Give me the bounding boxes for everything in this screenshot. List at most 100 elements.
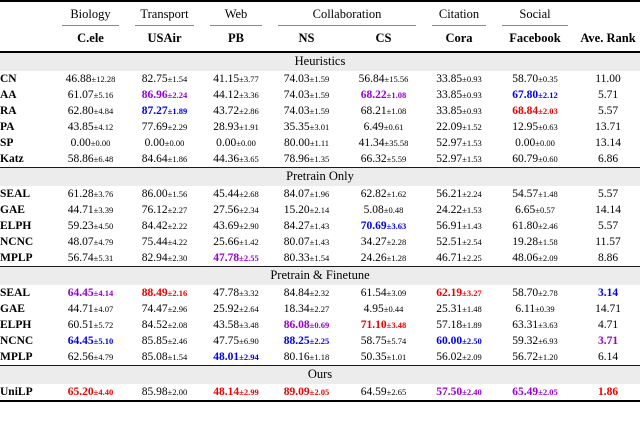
metric-cell: 77.69±2.29: [141, 121, 188, 133]
metric-cell: 58.70±2.78: [512, 287, 558, 299]
metric-cell: 34.27±2.28: [360, 236, 407, 248]
table-body: Heuristics CN 46.88±12.28 82.75±1.54 41.15±3…: [0, 52, 640, 401]
metric-cell: 82.94±2.30: [141, 252, 188, 264]
metric-cell: 59.23±4.50: [67, 220, 114, 232]
rank-cell: 11.57: [595, 236, 621, 248]
metric-cell: 62.82±1.62: [360, 188, 407, 200]
metric-cell: 45.44±2.68: [213, 188, 259, 200]
metric-cell: 86.96±2.24: [141, 89, 188, 101]
rank-cell: 5.57: [597, 220, 619, 232]
metric-cell: 33.85±0.93: [436, 89, 482, 101]
table-row: ELPH 60.51±5.72 84.52±2.08 43.58±3.48 86.08±…: [0, 317, 640, 333]
metric-cell: 47.78±3.32: [213, 287, 259, 299]
section-title: Heuristics: [0, 52, 640, 71]
metric-cell: 61.80±2.46: [512, 220, 558, 232]
metric-cell: 33.85±0.93: [436, 73, 482, 85]
metric-cell: 46.88±12.28: [65, 73, 116, 85]
metric-cell: 60.00±2.50: [436, 335, 482, 347]
metric-cell: 54.57±1.48: [512, 188, 558, 200]
metric-cell: 0.00±0.00: [70, 137, 111, 149]
metric-cell: 64.45±5.10: [67, 335, 114, 347]
metric-cell: 4.95±0.44: [363, 303, 404, 315]
method-label: ELPH: [0, 220, 32, 232]
group-header-transport: Transport: [127, 1, 202, 27]
metric-cell: 58.70±0.35: [512, 73, 558, 85]
metric-cell: 0.00±0.00: [216, 137, 256, 149]
metric-cell: 60.51±5.72: [67, 319, 114, 331]
rank-cell: 14.14: [595, 204, 621, 216]
metric-cell: 48.07±4.79: [67, 236, 114, 248]
table-row: CN 46.88±12.28 82.75±1.54 41.15±3.77 74.03±1…: [0, 71, 640, 87]
metric-cell: 86.00±1.56: [141, 188, 188, 200]
metric-cell: 52.97±1.53: [436, 137, 482, 149]
metric-cell: 67.80±2.12: [512, 89, 558, 101]
metric-cell: 82.75±1.54: [141, 73, 188, 85]
metric-cell: 68.21±1.08: [360, 105, 407, 117]
metric-cell: 56.21±2.24: [436, 188, 482, 200]
section-title: Ours: [0, 365, 640, 384]
metric-cell: 84.42±2.22: [141, 220, 188, 232]
rank-cell: 5.57: [597, 105, 619, 117]
section-title: Pretrain & Finetune: [0, 266, 640, 285]
metric-cell: 76.12±2.27: [141, 204, 188, 216]
metric-cell: 80.33±1.54: [283, 252, 330, 264]
metric-cell: 84.07±1.96: [283, 188, 330, 200]
table-row: SP 0.00±0.00 0.00±0.00 0.00±0.00 80.00±1.11 4…: [0, 135, 640, 151]
table-row: RA 62.80±4.84 87.27±1.89 43.72±2.86 74.03±1.…: [0, 103, 640, 119]
rank-cell: 6.86: [597, 153, 619, 165]
metric-cell: 47.78±2.55: [213, 252, 259, 264]
metric-cell: 65.20±4.40: [67, 386, 114, 398]
metric-cell: 80.07±1.43: [283, 236, 330, 248]
metric-cell: 80.00±1.11: [283, 137, 330, 149]
method-label: ELPH: [0, 319, 32, 331]
group-header-citation: Citation: [424, 1, 494, 27]
metric-cell: 71.10±3.48: [360, 319, 407, 331]
metric-cell: 63.31±3.63: [512, 319, 558, 331]
metric-cell: 85.98±2.00: [141, 386, 188, 398]
metric-cell: 84.27±1.43: [283, 220, 330, 232]
metric-cell: 24.22±1.53: [436, 204, 482, 216]
method-label: CN: [0, 73, 17, 85]
rank-cell: 5.71: [597, 89, 619, 101]
rank-cell: 5.57: [597, 188, 619, 200]
metric-cell: 6.11±0.39: [515, 303, 555, 315]
metric-cell: 86.08±0.69: [283, 319, 330, 331]
method-label: AA: [0, 89, 17, 101]
metric-cell: 74.47±2.96: [141, 303, 188, 315]
metric-cell: 65.49±2.05: [512, 386, 558, 398]
metric-cell: 52.97±1.53: [436, 153, 482, 165]
metric-cell: 24.26±1.28: [360, 252, 407, 264]
metric-cell: 22.09±1.52: [436, 121, 482, 133]
metric-cell: 46.71±2.25: [436, 252, 482, 264]
metric-cell: 80.16±1.18: [283, 351, 330, 363]
table-row: UniLP 65.20±4.40 85.98±2.00 48.14±2.99 89.09…: [0, 384, 640, 401]
dataset-header-cele: C.ele: [77, 31, 104, 45]
metric-cell: 89.09±2.05: [283, 386, 330, 398]
table-row: Katz 58.86±6.48 84.64±1.86 44.36±3.65 78.96±…: [0, 151, 640, 168]
metric-cell: 6.65±0.57: [515, 204, 555, 216]
table-row: MPLP 56.74±5.31 82.94±2.30 47.78±2.55 80.33±…: [0, 250, 640, 267]
rank-cell: 11.00: [595, 73, 621, 85]
metric-cell: 44.71±3.39: [67, 204, 114, 216]
metric-cell: 44.12±3.36: [213, 89, 259, 101]
results-table: Biology Transport Web Collaboration Cita…: [0, 0, 640, 402]
rank-column-spacer: [576, 1, 640, 27]
metric-cell: 84.52±2.08: [141, 319, 188, 331]
metric-cell: 64.59±2.65: [360, 386, 407, 398]
rank-cell: 13.71: [595, 121, 621, 133]
metric-cell: 43.85±4.12: [67, 121, 114, 133]
section-row: Pretrain & Finetune: [0, 266, 640, 285]
dataset-header-cora: Cora: [445, 31, 473, 45]
metric-cell: 60.79±0.60: [512, 153, 558, 165]
metric-cell: 5.08±0.48: [363, 204, 404, 216]
dataset-header-usair: USAir: [147, 31, 182, 45]
dataset-header-ns: NS: [298, 31, 315, 45]
metric-cell: 58.75±5.74: [360, 335, 407, 347]
metric-cell: 56.72±1.20: [512, 351, 558, 363]
table-row: GAE 44.71±3.39 76.12±2.27 27.56±2.34 15.20±2…: [0, 202, 640, 218]
group-header-collaboration: Collaboration: [270, 1, 424, 27]
metric-cell: 56.02±2.09: [436, 351, 482, 363]
metric-cell: 0.00±0.00: [515, 137, 555, 149]
ave-rank-header: Ave. Rank: [580, 31, 636, 45]
metric-cell: 70.69±3.63: [360, 220, 407, 232]
